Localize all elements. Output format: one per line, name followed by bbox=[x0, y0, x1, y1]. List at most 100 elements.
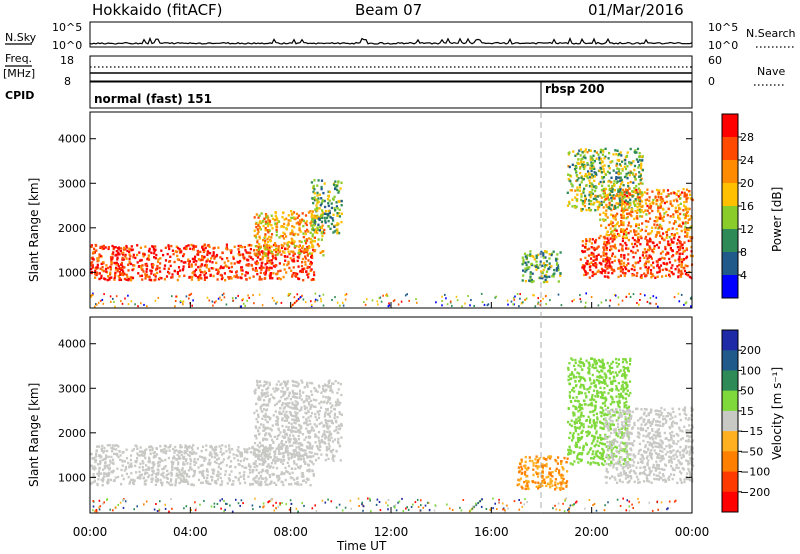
data-cell bbox=[623, 257, 626, 260]
data-cell bbox=[315, 207, 318, 210]
data-cell bbox=[283, 413, 286, 417]
data-cell bbox=[340, 424, 343, 427]
data-cell bbox=[541, 467, 544, 470]
data-cell bbox=[110, 470, 113, 473]
data-cell bbox=[332, 382, 335, 385]
colorbar-swatch bbox=[722, 206, 738, 230]
data-cell bbox=[622, 221, 625, 224]
data-cell bbox=[99, 267, 102, 270]
data-cell bbox=[141, 459, 144, 463]
noise-cell bbox=[385, 294, 387, 297]
data-cell bbox=[612, 214, 615, 217]
data-cell bbox=[633, 190, 636, 194]
data-cell bbox=[240, 269, 243, 272]
data-cell bbox=[152, 472, 155, 475]
data-cell bbox=[311, 210, 314, 213]
data-cell bbox=[317, 448, 320, 451]
data-cell bbox=[581, 200, 584, 203]
data-cell bbox=[614, 218, 617, 221]
data-cell bbox=[548, 253, 551, 256]
data-cell bbox=[101, 444, 104, 448]
data-cell bbox=[296, 259, 299, 263]
data-cell bbox=[648, 206, 651, 209]
data-cell bbox=[286, 244, 289, 247]
data-cell bbox=[263, 399, 266, 402]
data-cell bbox=[336, 398, 339, 401]
data-cell bbox=[545, 462, 548, 466]
data-cell bbox=[324, 411, 327, 414]
data-cell bbox=[675, 192, 678, 196]
data-cell bbox=[299, 441, 302, 445]
data-cell bbox=[291, 259, 294, 262]
data-cell bbox=[264, 270, 267, 274]
data-cell bbox=[213, 255, 217, 259]
data-cell bbox=[592, 175, 595, 178]
data-cell bbox=[211, 261, 214, 264]
data-cell bbox=[522, 269, 525, 272]
data-cell bbox=[619, 270, 622, 273]
data-cell bbox=[591, 183, 594, 187]
data-cell bbox=[267, 455, 270, 458]
data-cell bbox=[528, 279, 531, 282]
data-cell bbox=[603, 190, 606, 194]
noise-cell bbox=[296, 293, 299, 296]
data-cell bbox=[311, 235, 314, 238]
data-cell bbox=[221, 453, 224, 456]
data-cell bbox=[312, 248, 315, 252]
data-cell bbox=[640, 228, 643, 231]
data-cell bbox=[601, 160, 604, 163]
data-cell bbox=[674, 220, 677, 223]
data-cell bbox=[546, 280, 549, 283]
nsky-trace bbox=[89, 36, 693, 45]
data-cell bbox=[119, 458, 122, 462]
data-cell bbox=[677, 189, 680, 193]
data-cell bbox=[207, 482, 210, 485]
data-cell bbox=[620, 192, 623, 196]
noise-cell bbox=[115, 295, 118, 298]
data-cell bbox=[178, 455, 181, 459]
data-cell bbox=[119, 249, 122, 253]
data-cell bbox=[636, 202, 639, 205]
data-cell bbox=[279, 383, 282, 387]
data-cell bbox=[658, 231, 661, 234]
data-cell bbox=[679, 275, 683, 278]
data-cell bbox=[598, 182, 601, 185]
data-cell bbox=[138, 259, 142, 262]
data-cell bbox=[163, 267, 166, 270]
data-cell bbox=[278, 410, 281, 414]
data-cell bbox=[257, 398, 260, 401]
data-cell bbox=[219, 476, 222, 480]
data-cell bbox=[291, 444, 294, 447]
data-cell bbox=[315, 399, 318, 402]
data-cell bbox=[240, 453, 244, 456]
data-cell bbox=[265, 432, 268, 435]
data-cell bbox=[530, 280, 534, 284]
data-cell bbox=[676, 245, 679, 249]
data-cell bbox=[583, 273, 586, 277]
data-cell bbox=[146, 264, 149, 268]
data-cell bbox=[639, 198, 642, 201]
data-cell bbox=[302, 449, 305, 452]
data-cell bbox=[609, 456, 612, 459]
data-cell bbox=[183, 470, 187, 473]
data-cell bbox=[327, 194, 330, 197]
data-cell bbox=[557, 268, 560, 272]
data-cell bbox=[595, 263, 598, 266]
data-cell bbox=[301, 454, 305, 458]
data-cell bbox=[213, 451, 216, 454]
data-cell bbox=[267, 463, 270, 466]
data-cell bbox=[333, 183, 336, 186]
data-cell bbox=[189, 459, 193, 462]
data-cell bbox=[600, 157, 603, 161]
data-cell bbox=[228, 444, 231, 447]
data-cell bbox=[134, 444, 137, 447]
data-cell bbox=[619, 176, 622, 179]
data-cell bbox=[185, 478, 188, 482]
data-cell bbox=[205, 266, 208, 269]
data-cell bbox=[114, 476, 117, 479]
data-cell bbox=[213, 460, 216, 463]
noise-cell bbox=[336, 301, 339, 304]
data-cell bbox=[260, 266, 263, 269]
data-cell bbox=[191, 271, 194, 275]
data-cell bbox=[158, 460, 161, 464]
